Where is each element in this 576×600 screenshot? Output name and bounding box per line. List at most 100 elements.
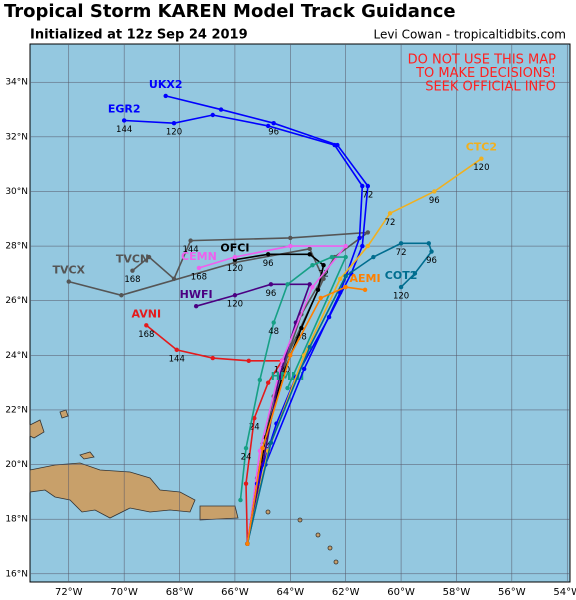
island — [327, 545, 333, 551]
track-point — [398, 284, 404, 290]
track-point — [218, 107, 224, 112]
land — [29, 409, 339, 565]
track-point — [257, 377, 263, 383]
track-point — [119, 293, 124, 298]
model-label: HWFI — [180, 288, 213, 301]
island — [265, 509, 271, 515]
y-tick-label: 30°N — [5, 187, 28, 197]
track-point — [121, 118, 127, 123]
hour-label: 120 — [166, 128, 182, 138]
x-tick-label: 68°W — [166, 587, 194, 598]
track-point — [387, 211, 393, 216]
island — [29, 419, 45, 439]
track-point — [321, 263, 326, 268]
hour-label: 96 — [263, 259, 274, 269]
track-point — [238, 497, 243, 503]
hour-label: 72 — [396, 248, 407, 258]
track-point — [329, 254, 335, 260]
track-point — [268, 440, 274, 445]
track-point — [188, 238, 193, 243]
track-point — [432, 189, 437, 194]
track-point — [357, 235, 362, 241]
track-line — [195, 283, 311, 544]
track-point — [479, 156, 484, 161]
track-point — [268, 282, 274, 287]
track-point — [252, 415, 257, 421]
track-point — [171, 120, 177, 126]
track-point — [279, 358, 285, 363]
warning-line: SEEK OFFICIAL INFO — [425, 80, 556, 95]
x-tick-label: 64°W — [276, 587, 304, 598]
track-point — [365, 243, 371, 249]
track-point — [288, 235, 293, 241]
track-point — [301, 366, 307, 372]
track-point — [360, 183, 365, 189]
track-point — [232, 293, 238, 298]
track-point — [210, 112, 215, 118]
track-point — [398, 241, 404, 246]
y-tick-label: 34°N — [5, 78, 28, 88]
x-tick-label: 60°W — [387, 587, 415, 598]
track-point — [285, 385, 290, 391]
track-point — [144, 323, 149, 328]
track-point — [343, 273, 348, 279]
x-tick-label: 66°W — [221, 587, 249, 598]
hour-label: 72 — [362, 191, 373, 201]
y-tick-label: 16°N — [5, 569, 28, 579]
track-point — [315, 287, 321, 292]
track-point — [307, 252, 312, 257]
track-point — [260, 445, 265, 451]
track-point — [193, 303, 199, 309]
y-tick-label: 18°N — [5, 515, 28, 525]
model-label: COT2 — [385, 269, 418, 282]
track-point — [174, 347, 179, 353]
track-point — [362, 287, 368, 292]
track-point — [130, 268, 135, 273]
model-label: TVCX — [52, 264, 85, 277]
track-point — [246, 358, 251, 363]
hour-label: 24 — [249, 423, 260, 433]
y-tick-label: 32°N — [5, 132, 28, 142]
hour-label: 96 — [268, 128, 279, 138]
x-tick-label: 62°W — [332, 587, 360, 598]
track-point — [321, 276, 326, 282]
track-point — [318, 295, 323, 301]
hour-label: 120 — [227, 300, 243, 310]
model-label: EGR2 — [108, 102, 141, 115]
credit: Levi Cowan - tropicaltidbits.com — [373, 28, 566, 42]
track-point — [337, 290, 343, 295]
track-point — [271, 120, 276, 126]
hour-label: 168 — [124, 275, 140, 285]
track-point — [288, 353, 293, 358]
track-point — [265, 123, 271, 129]
model-label: AEMI — [350, 272, 381, 285]
hispaniola — [29, 462, 196, 519]
track-point — [285, 282, 290, 287]
hour-label: 72 — [318, 270, 329, 280]
y-tick-label: 22°N — [5, 405, 28, 415]
x-tick-label: 58°W — [443, 587, 471, 598]
track-point — [265, 252, 271, 257]
track-point — [310, 263, 315, 268]
track-point — [299, 325, 304, 331]
hour-label: 72 — [385, 218, 396, 228]
hour-label: 24 — [241, 453, 252, 463]
track-point — [245, 541, 250, 546]
y-tick-label: 26°N — [5, 296, 28, 306]
track-point — [371, 254, 376, 260]
hour-label: 120 — [473, 163, 489, 173]
title: Tropical Storm KAREN Model Track Guidanc… — [4, 1, 456, 22]
x-tick-label: 56°W — [498, 587, 526, 598]
track-line — [246, 286, 366, 544]
track-point — [257, 448, 263, 454]
model-label: OFCI — [220, 242, 249, 255]
track-point — [307, 282, 312, 287]
island — [333, 559, 339, 565]
hour-label: 96 — [429, 196, 440, 206]
island — [315, 532, 321, 538]
track-point — [243, 445, 249, 451]
x-tick-label: 72°W — [55, 587, 83, 598]
track-point — [343, 284, 348, 290]
track-point — [343, 254, 348, 260]
